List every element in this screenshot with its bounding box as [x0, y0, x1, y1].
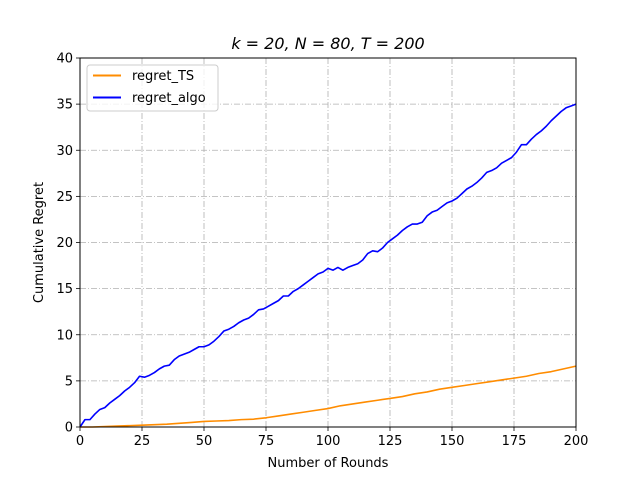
y-tick-label: 30 [56, 144, 73, 159]
x-tick-label: 50 [196, 434, 213, 449]
legend-label-regret-ts: regret_TS [132, 69, 194, 84]
x-tick-label: 150 [440, 434, 465, 449]
y-tick-label: 5 [65, 374, 73, 389]
series-line-regret-algo [79, 103, 577, 428]
x-tick-label: 125 [378, 434, 403, 449]
x-axis-label: Number of Rounds [268, 456, 389, 471]
x-tick-label: 100 [316, 434, 341, 449]
y-axis-label: Cumulative Regret [32, 182, 47, 303]
x-axis-ticks: 0 25 50 75 100 125 150 175 200 [76, 427, 589, 449]
y-tick-label: 20 [56, 236, 73, 251]
y-axis-ticks: 0 5 10 15 20 25 30 35 40 [56, 52, 80, 436]
series-layer [79, 103, 577, 428]
y-tick-label: 15 [56, 282, 73, 297]
x-tick-label: 175 [502, 434, 527, 449]
y-tick-label: 10 [56, 328, 73, 343]
y-tick-label: 25 [56, 190, 73, 205]
chart-title: k = 20, N = 80, T = 200 [231, 34, 424, 53]
x-tick-label: 200 [564, 434, 589, 449]
x-tick-label: 75 [258, 434, 275, 449]
x-tick-label: 0 [76, 434, 84, 449]
legend: regret_TS regret_algo [86, 64, 219, 112]
y-tick-label: 40 [56, 52, 73, 67]
legend-label-regret-algo: regret_algo [132, 91, 206, 106]
y-tick-label: 0 [65, 421, 73, 436]
series-line-regret-ts [80, 365, 577, 428]
x-tick-label: 25 [134, 434, 151, 449]
y-tick-label: 35 [56, 98, 73, 113]
